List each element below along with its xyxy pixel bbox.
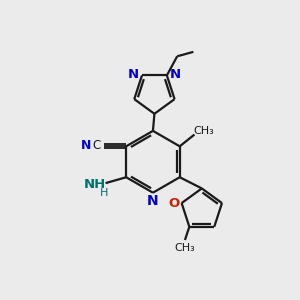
Text: O: O — [168, 196, 179, 210]
Text: CH₃: CH₃ — [175, 243, 195, 253]
Text: N: N — [169, 68, 181, 81]
Text: N: N — [81, 139, 91, 152]
Text: NH: NH — [84, 178, 106, 191]
Text: N: N — [147, 194, 159, 208]
Text: C: C — [93, 139, 101, 152]
Text: N: N — [128, 68, 139, 81]
Text: H: H — [100, 188, 108, 198]
Text: CH₃: CH₃ — [193, 126, 214, 136]
